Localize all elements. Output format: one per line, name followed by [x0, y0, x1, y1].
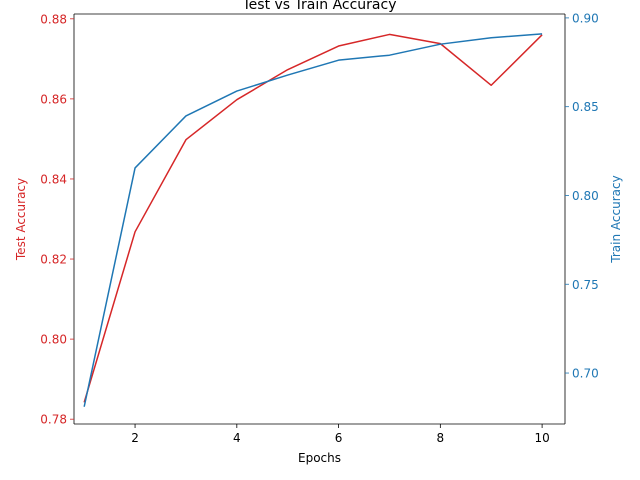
x-tick-label: 6: [335, 431, 343, 445]
y-right-tick-label: 0.75: [572, 278, 599, 292]
y-left-tick-label: 0.78: [40, 413, 67, 427]
train-accuracy-line: [83, 33, 543, 407]
chart-title: Test vs Train Accuracy: [241, 0, 396, 13]
y-left-tick-label: 0.84: [40, 172, 67, 186]
plot-area: [74, 14, 565, 424]
x-tick-label: 10: [534, 431, 549, 445]
y-left-tick-label: 0.80: [40, 333, 67, 347]
x-tick-label: 8: [437, 431, 445, 445]
y-left-tick-label: 0.88: [40, 12, 67, 26]
y-right-tick-label: 0.90: [572, 11, 599, 25]
series-layer: [83, 33, 543, 407]
y-left-tick-label: 0.86: [40, 92, 67, 106]
y-right-tick-label: 0.70: [572, 367, 599, 381]
y-right-tick-label: 0.85: [572, 100, 599, 114]
x-tick-label: 2: [131, 431, 139, 445]
y-left-tick-label: 0.82: [40, 253, 67, 267]
test-accuracy-line: [83, 33, 543, 403]
y-axis-right-label: Train Accuracy: [609, 175, 623, 263]
axes-layer: 2 4 6 8 10 0.78 0.80 0.82 0.84 0.86 0.88 0.70 0.75 0.…: [40, 11, 598, 445]
x-tick-label: 4: [233, 431, 241, 445]
x-axis-label: Epochs: [298, 451, 341, 465]
y-right-tick-label: 0.80: [572, 189, 599, 203]
y-axis-left-label: Test Accuracy: [14, 178, 28, 261]
